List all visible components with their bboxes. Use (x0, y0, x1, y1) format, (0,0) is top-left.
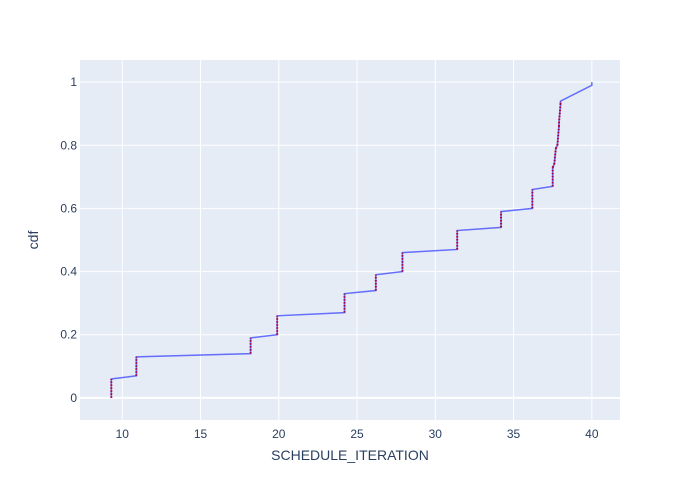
y-tick-label: 0 (70, 391, 77, 405)
y-tick-label: 0.8 (60, 138, 77, 152)
x-tick-label: 40 (585, 427, 599, 441)
y-tick-label: 0.4 (60, 265, 77, 279)
y-axis-title: cdf (25, 231, 41, 250)
y-axis-ticks: 0 0.2 0.4 0.6 0.8 1 (60, 75, 77, 405)
y-tick-label: 1 (70, 75, 77, 89)
x-tick-label: 20 (272, 427, 286, 441)
x-tick-label: 35 (507, 427, 521, 441)
series-markers (110, 101, 562, 398)
cdf-step-marker (557, 104, 562, 124)
x-tick-label: 15 (194, 427, 208, 441)
x-axis-ticks: 10 15 20 25 30 35 40 (116, 427, 599, 441)
x-axis-title: SCHEDULE_ITERATION (271, 447, 429, 463)
x-tick-label: 25 (350, 427, 364, 441)
y-tick-label: 0.2 (60, 328, 77, 342)
cdf-step-marker (554, 144, 559, 149)
y-tick-label: 0.6 (60, 201, 77, 215)
cdf-step-marker (556, 126, 560, 146)
x-tick-label: 10 (116, 427, 130, 441)
cdf-step-marker (553, 148, 557, 165)
x-tick-label: 30 (429, 427, 443, 441)
cdf-step-marker (551, 163, 556, 168)
plot-area (80, 60, 620, 420)
